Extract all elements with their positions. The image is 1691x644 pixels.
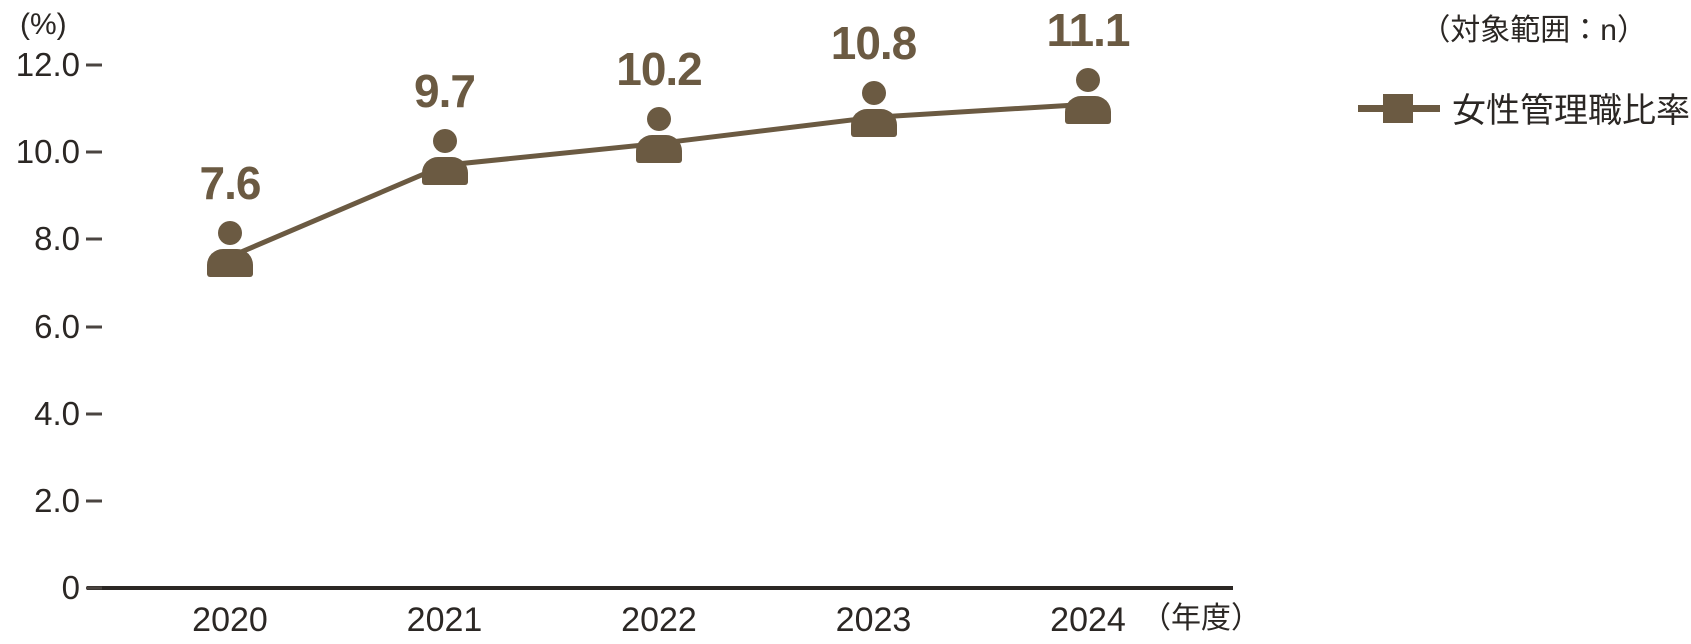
person-head-icon (218, 220, 242, 245)
person-marker-icon (207, 220, 253, 277)
legend-square-marker-icon (1383, 94, 1413, 123)
y-tick-label: 0 (61, 569, 80, 606)
legend-series-label: 女性管理職比率 (1452, 92, 1690, 130)
person-body-icon (1065, 96, 1111, 125)
x-tick-label: 2022 (621, 601, 697, 639)
y-tick-mark (86, 63, 102, 67)
person-head-icon (432, 129, 457, 154)
y-tick-mark (86, 150, 102, 154)
y-tick-label: 6.0 (34, 307, 80, 345)
person-body-icon (850, 109, 897, 138)
x-tick-label: 2024 (1050, 601, 1126, 639)
y-tick-label: 12.0 (15, 46, 80, 83)
x-tick-label: 2023 (835, 601, 912, 639)
person-marker-icon (850, 81, 897, 138)
person-head-icon (1076, 68, 1100, 93)
person-head-icon (647, 107, 671, 132)
y-tick-mark (86, 237, 102, 241)
person-head-icon (861, 81, 886, 106)
x-tick-label: 2020 (192, 601, 268, 639)
y-tick-mark (86, 586, 102, 590)
y-tick-mark (86, 499, 102, 503)
y-tick-label: 8.0 (34, 220, 80, 258)
y-tick-label: 10.0 (15, 133, 80, 171)
data-point-label: 9.7 (414, 65, 476, 118)
data-point-label: 10.2 (616, 43, 703, 96)
x-axis-unit-label: （年度） (1141, 602, 1261, 635)
y-tick-label: 2.0 (34, 481, 80, 519)
x-tick-label: 2021 (406, 601, 483, 639)
y-tick-label: 4.0 (34, 394, 80, 432)
scope-note: （対象範囲：n） (1420, 14, 1647, 47)
y-tick-mark (86, 325, 102, 328)
person-body-icon (421, 157, 468, 186)
y-tick-mark (86, 412, 102, 416)
y-axis-unit-label: (%) (20, 8, 67, 41)
person-marker-icon (421, 129, 468, 186)
data-point-label: 11.1 (1046, 4, 1131, 57)
data-point-label: 7.6 (199, 156, 262, 209)
person-body-icon (636, 135, 682, 164)
data-point-label: 10.8 (830, 17, 918, 70)
person-body-icon (207, 248, 253, 277)
person-marker-icon (1065, 68, 1111, 125)
person-marker-icon (636, 107, 682, 164)
